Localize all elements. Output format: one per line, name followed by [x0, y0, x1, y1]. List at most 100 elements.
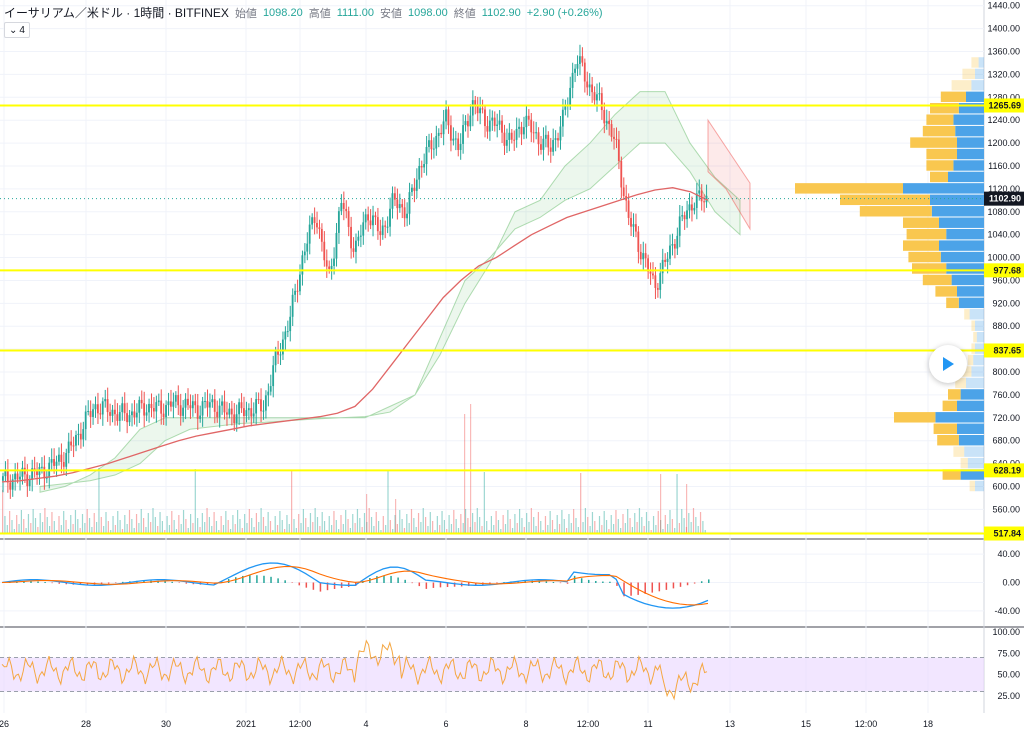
candle-body: [50, 459, 53, 463]
volume-bar: [432, 521, 434, 534]
volume-bar: [41, 522, 44, 534]
volume-bar: [389, 520, 391, 534]
volume-profile-buy: [942, 400, 957, 412]
candle-body: [238, 402, 240, 415]
volume-profile-sell: [957, 423, 984, 434]
candle-body: [279, 354, 282, 356]
volume-bar: [622, 514, 624, 534]
candle-body: [652, 273, 654, 276]
volume-bar: [641, 517, 643, 534]
candle-body: [520, 126, 523, 135]
candle-body: [60, 454, 63, 463]
volume-profile-sell: [939, 217, 984, 228]
price-tick-label: 680.00: [992, 436, 1020, 446]
time-tick-label: 28: [81, 719, 91, 729]
volume-bar: [121, 529, 124, 534]
candle-body: [513, 139, 516, 141]
level-price-label: 837.65: [993, 345, 1021, 355]
volume-bar: [147, 513, 149, 534]
candle-body: [84, 411, 87, 430]
candle-body: [418, 165, 421, 180]
volume-bar: [380, 530, 382, 534]
macd-histogram-bar: [503, 582, 505, 583]
volume-bar: [211, 526, 213, 534]
volume-profile-buy: [930, 103, 959, 114]
macd-histogram-bar: [637, 582, 639, 595]
candle-body: [688, 204, 691, 211]
candle-body: [211, 399, 214, 403]
candle-body: [603, 110, 606, 124]
candle-body: [442, 121, 445, 135]
candle-body: [277, 350, 279, 355]
candle-body: [649, 271, 652, 274]
candle-body: [128, 415, 131, 423]
macd-histogram-bar: [100, 582, 103, 585]
volume-bar: [408, 523, 410, 534]
volume-bar: [305, 518, 307, 534]
volume-bar: [685, 527, 688, 534]
volume-bar: [544, 516, 547, 534]
volume-profile-buy: [933, 423, 957, 434]
change-value: +2.90 (+0.26%): [526, 6, 603, 19]
replay-button[interactable]: [929, 345, 967, 383]
volume-bar: [88, 518, 91, 534]
volume-bar: [375, 512, 377, 534]
volume-bar: [32, 509, 34, 534]
indicators-collapse-button[interactable]: ⌄ 4: [4, 22, 30, 38]
candle-body: [391, 193, 394, 209]
volume-bar: [77, 519, 79, 534]
candle-body: [678, 216, 681, 236]
volume-bar: [556, 515, 558, 534]
candle-body: [345, 208, 348, 212]
volume-bar: [37, 527, 39, 534]
candle-body: [445, 109, 447, 122]
volume-profile-sell: [935, 412, 984, 423]
candle-body: [464, 121, 467, 126]
volume-profile-sell: [930, 194, 984, 206]
volume-bar: [300, 523, 302, 534]
volume-bar: [575, 518, 577, 534]
volume-bar: [39, 513, 41, 534]
candle-body: [337, 211, 340, 233]
volume-bar: [227, 520, 229, 534]
volume-profile-buy: [964, 309, 970, 320]
volume-bar: [253, 527, 255, 534]
volume-bar: [385, 525, 387, 534]
volume-profile-sell: [958, 103, 984, 114]
volume-bar: [504, 524, 507, 534]
macd-histogram-bar: [319, 582, 322, 592]
ichimoku-cloud-future: [707, 118, 751, 231]
symbol-title[interactable]: イーサリアム／米ドル · 1時間 · BITFINEX: [4, 6, 229, 20]
macd-histogram-bar: [496, 582, 498, 584]
volume-profile-sell: [946, 228, 984, 240]
volume-bar: [420, 522, 422, 534]
volume-profile-sell: [966, 377, 984, 389]
volume-bar: [4, 516, 6, 534]
volume-bar: [378, 521, 380, 534]
macd-histogram-bar: [651, 582, 654, 593]
volume-bar: [406, 514, 408, 534]
candle-body: [19, 476, 21, 480]
high-label: 高値: [308, 7, 331, 20]
volume-profile-sell: [978, 57, 984, 68]
rsi-tick-label: 75.00: [997, 648, 1020, 658]
candle-body: [72, 445, 75, 447]
candle-body: [591, 84, 593, 93]
macd-histogram-bar: [623, 582, 625, 597]
volume-bar: [511, 528, 514, 534]
macd-histogram-bar: [256, 575, 258, 583]
volume-bar: [96, 522, 98, 534]
candle-body: [666, 258, 669, 262]
candle-body: [617, 139, 620, 162]
volume-profile-sell: [975, 480, 984, 492]
volume-bar: [281, 520, 283, 534]
volume-bar: [30, 523, 32, 534]
macd-histogram-bar: [79, 582, 82, 585]
candle-body: [247, 408, 250, 411]
volume-profile-buy: [894, 412, 936, 423]
candle-body: [131, 411, 133, 416]
volume-profile-buy: [940, 91, 966, 103]
candle-body: [340, 202, 343, 212]
